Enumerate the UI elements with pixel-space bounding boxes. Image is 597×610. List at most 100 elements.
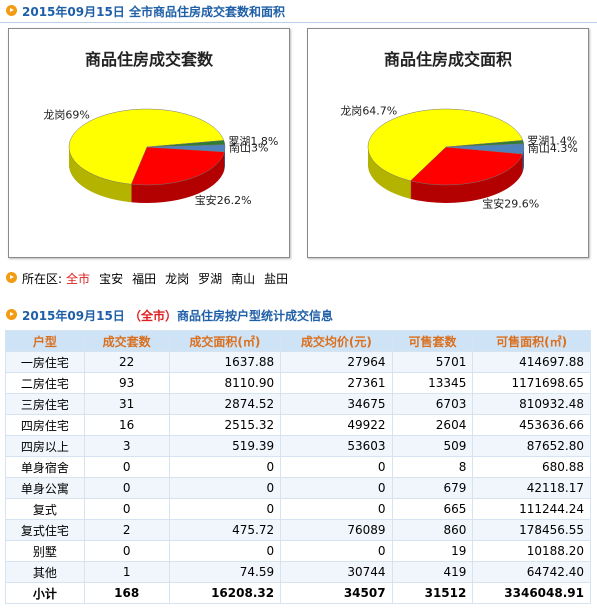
table-cell: 860 xyxy=(391,519,474,541)
pie-slice xyxy=(445,140,525,148)
total-row: 小计 168 16208.32 34507 31512 3346048.91 xyxy=(5,582,591,604)
pie-label-name: 南山 xyxy=(229,141,251,154)
stats-table: 户型 成交套数 成交面积(㎡) 成交均价(元) 可售套数 可售面积(㎡) 一房住宅 22 163… xyxy=(5,330,591,604)
table-cell: 2604 xyxy=(391,414,474,436)
table-row: 别墅 0 0 0 19 10188.20 xyxy=(5,540,591,562)
pie-label-name: 南山 xyxy=(528,142,550,155)
pie-label: 南山3% xyxy=(229,141,268,154)
table-cell: 34675 xyxy=(280,393,393,415)
table-cell: 0 xyxy=(168,540,282,562)
district-link[interactable]: 南山 xyxy=(231,272,256,286)
table-cell: 5701 xyxy=(391,351,474,373)
column-header: 成交套数 xyxy=(83,330,170,352)
table-cell: 53603 xyxy=(280,435,393,457)
pie-label: 罗湖1.8% xyxy=(228,135,278,148)
table-cell: 其他 xyxy=(5,561,85,583)
column-header: 成交均价(元) xyxy=(280,330,393,352)
table-cell: 27361 xyxy=(280,372,393,394)
table-cell: 0 xyxy=(168,498,282,520)
icon xyxy=(6,272,17,283)
section-title: 2015年09月15日 （全市）商品住房按户型统计成交信息 xyxy=(22,307,333,324)
table-cell: 22 xyxy=(83,351,170,373)
column-header: 可售面积(㎡) xyxy=(472,330,591,352)
table-cell: 2 xyxy=(83,519,170,541)
table-cell: 0 xyxy=(280,540,393,562)
district-link[interactable]: 福田 xyxy=(132,272,157,286)
pie-label: 龙岗69% xyxy=(43,108,89,121)
table-cell: 19 xyxy=(391,540,474,562)
table-cell: 64742.40 xyxy=(472,561,591,583)
table-cell: 0 xyxy=(83,456,170,478)
table-cell: 一房住宅 xyxy=(5,351,85,373)
district-link[interactable]: 龙岗 xyxy=(165,272,190,286)
pie-label-value: 1.4% xyxy=(549,134,577,147)
table-cell: 0 xyxy=(83,498,170,520)
header-row: 户型 成交套数 成交面积(㎡) 成交均价(元) 可售套数 可售面积(㎡) xyxy=(5,330,591,352)
district-link[interactable]: 盐田 xyxy=(264,272,289,286)
pie-panel: 商品住房成交套数 龙岗69% 宝安26.2% 南山3% 罗湖1.8% xyxy=(8,28,290,258)
section-date: 2015年09月15日 xyxy=(22,309,125,323)
pie-label-name: 宝安 xyxy=(195,193,217,207)
table-cell: 519.39 xyxy=(168,435,282,457)
table-cell: 1171698.65 xyxy=(472,372,591,394)
table-cell: 四房以上 xyxy=(5,435,85,457)
header-bar: 2015年09月15日 全市商品住房成交套数和面积 xyxy=(0,0,597,23)
table-row: 复式 0 0 0 665 111244.24 xyxy=(5,498,591,520)
table-cell: 16208.32 xyxy=(168,582,282,604)
table-cell: 复式 xyxy=(5,498,85,520)
table-cell: 49922 xyxy=(280,414,393,436)
table-row: 三房住宅 31 2874.52 34675 6703 810932.48 xyxy=(5,393,591,415)
table-cell: 30744 xyxy=(280,561,393,583)
table-cell: 178456.55 xyxy=(472,519,591,541)
district-link[interactable]: 罗湖 xyxy=(198,272,223,286)
table-cell: 111244.24 xyxy=(472,498,591,520)
pie-slice xyxy=(367,108,524,182)
table-cell: 复式住宅 xyxy=(5,519,85,541)
table-cell: 0 xyxy=(83,477,170,499)
pie-label: 宝安29.6% xyxy=(482,196,539,210)
table-cell: 0 xyxy=(280,477,393,499)
table-row: 其他 1 74.59 30744 419 64742.40 xyxy=(5,561,591,583)
table-cell: 93 xyxy=(83,372,170,394)
table-cell: 414697.88 xyxy=(472,351,591,373)
pie-label-name: 龙岗 xyxy=(340,105,362,118)
table-row: 单身宿舍 0 0 0 8 680.88 xyxy=(5,456,591,478)
district-link[interactable]: 宝安 xyxy=(99,272,124,286)
pie-label-value: 29.6% xyxy=(504,197,539,210)
pie-slice xyxy=(146,140,226,148)
icon xyxy=(6,309,17,320)
table-cell: 小计 xyxy=(5,582,85,604)
pie-label: 宝安26.2% xyxy=(195,193,252,207)
pie-panel: 商品住房成交面积 龙岗64.7% 宝安29.6% 南山4.3% 罗湖1.4% xyxy=(307,28,589,258)
icon xyxy=(6,5,17,16)
table-cell: 单身公寓 xyxy=(5,477,85,499)
table-cell: 419 xyxy=(391,561,474,583)
table-cell: 2515.32 xyxy=(168,414,282,436)
pie-label-value: 3% xyxy=(251,141,268,154)
table-cell: 三房住宅 xyxy=(5,393,85,415)
pie-label-name: 罗湖 xyxy=(527,134,549,147)
pie-slice xyxy=(130,146,225,186)
table-cell: 13345 xyxy=(391,372,474,394)
table-cell: 二房住宅 xyxy=(5,372,85,394)
table-cell: 0 xyxy=(83,540,170,562)
table-row: 二房住宅 93 8110.90 27361 13345 1171698.65 xyxy=(5,372,591,394)
table-cell: 3346048.91 xyxy=(472,582,591,604)
section-text: 商品住房按户型统计成交信息 xyxy=(177,309,334,323)
table-cell: 42118.17 xyxy=(472,477,591,499)
table-cell: 8 xyxy=(391,456,474,478)
table-cell: 3 xyxy=(83,435,170,457)
pie-title: 商品住房成交面积 xyxy=(384,50,512,69)
district-link[interactable]: 全市 xyxy=(66,272,91,286)
table-cell: 0 xyxy=(280,456,393,478)
table-cell: 27964 xyxy=(280,351,393,373)
pie-label: 罗湖1.4% xyxy=(527,134,577,147)
table-cell: 76089 xyxy=(280,519,393,541)
table-cell: 1 xyxy=(83,561,170,583)
table-row: 四房以上 3 519.39 53603 509 87652.80 xyxy=(5,435,591,457)
section-district: （全市） xyxy=(129,309,178,323)
pie-label-value: 1.8% xyxy=(250,135,278,148)
table-cell: 74.59 xyxy=(168,561,282,583)
table-cell: 1637.88 xyxy=(168,351,282,373)
